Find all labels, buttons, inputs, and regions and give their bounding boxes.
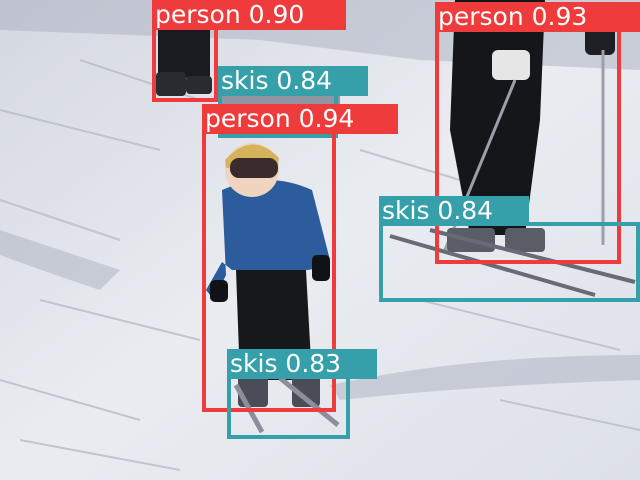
detection-label: person 0.90 [152, 0, 346, 30]
detection-label: person 0.94 [202, 104, 398, 134]
detection-label: skis 0.83 [227, 349, 377, 379]
detection-box-skis [227, 375, 350, 439]
detection-box-skis [379, 222, 640, 302]
skier-right-adult [389, 0, 636, 297]
detection-label: person 0.93 [435, 2, 640, 32]
detection-label: skis 0.84 [379, 196, 529, 226]
detection-label: skis 0.84 [218, 66, 368, 96]
detection-box-person [152, 26, 218, 102]
child-skier [206, 143, 340, 434]
